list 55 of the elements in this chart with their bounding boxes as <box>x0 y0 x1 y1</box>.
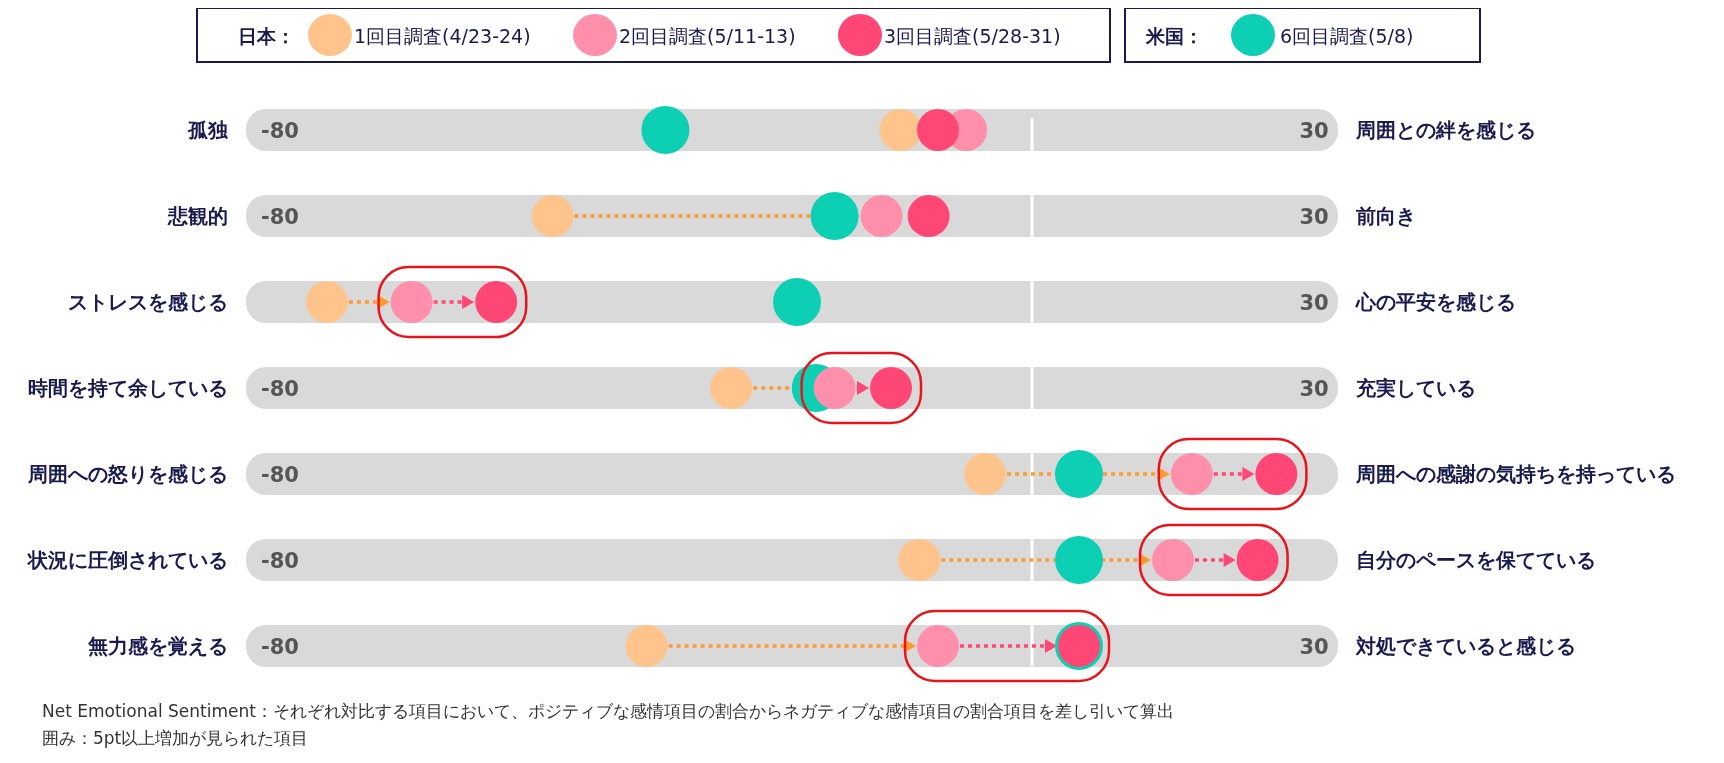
point <box>390 281 433 323</box>
point <box>1055 450 1103 498</box>
text: 囲み：5pt以上増加が見られた項目 <box>42 728 309 748</box>
y2-tick-label: 自分のペースを保てている <box>1356 548 1596 572</box>
point <box>710 367 753 409</box>
point <box>860 195 903 237</box>
point <box>1170 453 1213 495</box>
y-tick-label: 悲観的 <box>167 204 228 228</box>
text: -80 <box>261 377 299 401</box>
y-tick-label: 周囲への怒りを感じる <box>27 462 228 486</box>
y2-tick-label: 周囲への感謝の気持ちを持っている <box>1355 462 1676 486</box>
point <box>306 281 348 323</box>
text: 日本： <box>238 25 295 47</box>
text: Net Emotional Sentiment：それぞれ対比する項目において、ポジティブな感情項目の割合からネガティブな感情項目の割合項目を差し引いて算出 <box>42 701 1174 721</box>
point <box>625 625 668 667</box>
point <box>1055 536 1103 584</box>
point <box>813 367 856 409</box>
legend-label: 1回目調査(4/23-24) <box>354 25 531 47</box>
text: -80 <box>261 549 299 573</box>
point <box>1255 453 1298 495</box>
y2-tick-label: 前向き <box>1355 204 1416 228</box>
point <box>879 109 922 151</box>
point <box>1236 539 1279 581</box>
point <box>870 367 912 409</box>
point <box>531 195 574 237</box>
point <box>641 106 690 154</box>
point <box>810 192 859 240</box>
text: -80 <box>261 205 299 229</box>
point <box>917 625 959 667</box>
legend-label: 2回目調査(5/11-13) <box>619 25 796 47</box>
point <box>773 278 821 326</box>
point <box>907 195 950 237</box>
text: -80 <box>261 463 299 487</box>
legend-label: 3回目調査(5/28-31) <box>884 25 1061 47</box>
point <box>964 453 1006 495</box>
point <box>898 539 941 581</box>
text: 30 <box>1299 377 1329 401</box>
legend-label: 6回目調査(5/8) <box>1280 25 1414 47</box>
point <box>917 109 959 151</box>
y2-tick-label: 充実している <box>1355 376 1476 400</box>
text: 米国： <box>1145 25 1203 47</box>
text: 30 <box>1299 291 1329 315</box>
y-tick-label: 状況に圧倒されている <box>26 548 228 572</box>
y-tick-label: 時間を持て余している <box>28 376 228 400</box>
y2-tick-label: 心の平安を感じる <box>1355 290 1516 314</box>
y2-tick-label: 周囲との絆を感じる <box>1355 118 1536 142</box>
y-tick-label: ストレスを感じる <box>68 290 228 314</box>
y-tick-label: 孤独 <box>187 118 229 142</box>
point <box>475 281 518 323</box>
text: 30 <box>1299 205 1329 229</box>
y-tick-label: 無力感を覚える <box>87 634 228 658</box>
text: -80 <box>261 635 299 659</box>
point <box>1152 539 1194 581</box>
y2-tick-label: 対処できていると感じる <box>1355 634 1576 658</box>
text: 30 <box>1299 635 1329 659</box>
